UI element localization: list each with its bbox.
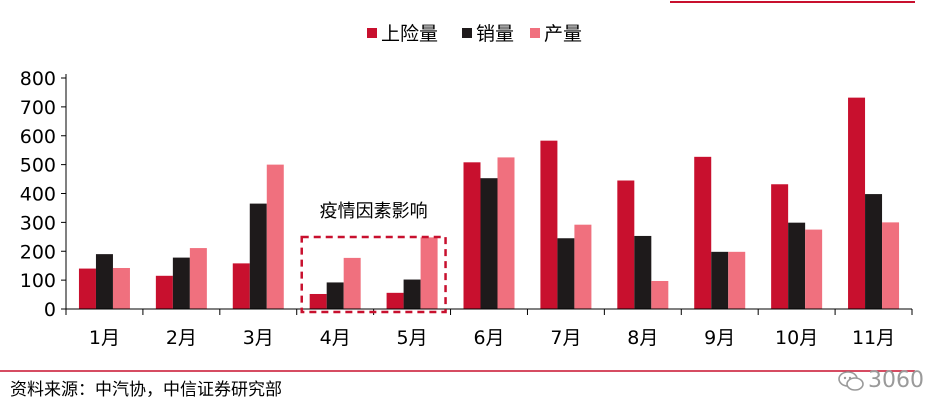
bar-11月-上险量 xyxy=(848,97,866,309)
bar-8月-产量 xyxy=(651,280,669,309)
bar-7月-销量 xyxy=(557,238,575,309)
bar-2月-产量 xyxy=(189,248,207,309)
x-tick-label: 11月 xyxy=(852,327,895,349)
legend: 上险量 销量 产量 xyxy=(367,23,582,45)
bar-6月-上险量 xyxy=(463,162,481,309)
bar-4月-上险量 xyxy=(309,293,327,309)
y-tick-label: 0 xyxy=(44,299,56,321)
bar-1月-产量 xyxy=(112,267,130,309)
x-tick-label: 7月 xyxy=(550,327,581,349)
annotation: 疫情因素影响 xyxy=(300,201,447,314)
legend-label-销量: 销量 xyxy=(476,23,514,45)
bar-10月-产量 xyxy=(805,229,823,309)
y-tick-label: 500 xyxy=(20,155,56,177)
bar-9月-上险量 xyxy=(694,156,712,309)
bar-5月-销量 xyxy=(403,279,421,309)
annotation-label: 疫情因素影响 xyxy=(320,201,428,222)
legend-label-上险量: 上险量 xyxy=(381,23,438,45)
y-tick-label: 200 xyxy=(20,241,56,263)
watermark-text: 3060 xyxy=(868,368,924,393)
bar-7月-产量 xyxy=(574,224,592,309)
bar-3月-上险量 xyxy=(232,263,250,309)
bar-9月-产量 xyxy=(728,251,746,309)
x-tick-label: 6月 xyxy=(473,327,504,349)
annotation-box xyxy=(300,235,447,314)
y-tick-label: 700 xyxy=(20,97,56,119)
x-tick-label: 9月 xyxy=(704,327,735,349)
bar-2月-销量 xyxy=(172,257,190,309)
bar-6月-销量 xyxy=(480,178,498,309)
bar-4月-产量 xyxy=(343,257,361,309)
x-tick-label: 10月 xyxy=(775,327,818,349)
bar-5月-产量 xyxy=(420,237,438,309)
bar-1月-销量 xyxy=(95,254,113,309)
y-axis: 0 100 200 300 400 500 600 700 800 xyxy=(20,68,67,321)
x-tick-label: 1月 xyxy=(89,327,120,349)
bar-8月-销量 xyxy=(634,235,652,309)
legend-swatch-销量 xyxy=(462,28,472,38)
bar-1月-上险量 xyxy=(78,268,96,309)
legend-label-产量: 产量 xyxy=(544,23,582,45)
x-tick-label: 5月 xyxy=(397,327,428,349)
bar-11月-销量 xyxy=(865,194,883,309)
bar-5月-上险量 xyxy=(386,292,404,309)
y-tick-label: 800 xyxy=(20,68,56,90)
bar-8月-上险量 xyxy=(617,180,635,309)
bar-6月-产量 xyxy=(497,157,515,309)
bar-4月-销量 xyxy=(326,282,344,309)
y-tick-label: 100 xyxy=(20,270,56,292)
y-tick-label: 300 xyxy=(20,212,56,234)
x-axis: 1月 2月 3月 4月 5月 6月 7月 8月 9月 10月 11月 xyxy=(65,308,913,349)
bar-3月-产量 xyxy=(266,164,284,309)
legend-swatch-产量 xyxy=(530,28,540,38)
legend-swatch-上险量 xyxy=(367,28,377,38)
x-tick-label: 2月 xyxy=(166,327,197,349)
bar-2月-上险量 xyxy=(155,275,173,309)
bar-10月-上险量 xyxy=(771,184,789,309)
bar-3月-销量 xyxy=(249,203,267,309)
bar-9月-销量 xyxy=(711,251,729,309)
watermark: 3060 xyxy=(838,368,924,393)
x-tick-label: 4月 xyxy=(320,327,351,349)
x-tick-label: 3月 xyxy=(243,327,274,349)
bar-11月-产量 xyxy=(882,222,900,309)
y-tick-label: 400 xyxy=(20,184,56,206)
bar-7月-上险量 xyxy=(540,140,558,309)
chat-bubbles-icon xyxy=(838,370,864,391)
bars xyxy=(78,97,900,309)
y-tick-label: 600 xyxy=(20,126,56,148)
bar-10月-销量 xyxy=(788,222,806,309)
x-tick-label: 8月 xyxy=(627,327,658,349)
source-note: 资料来源：中汽协，中信证券研究部 xyxy=(10,380,282,400)
